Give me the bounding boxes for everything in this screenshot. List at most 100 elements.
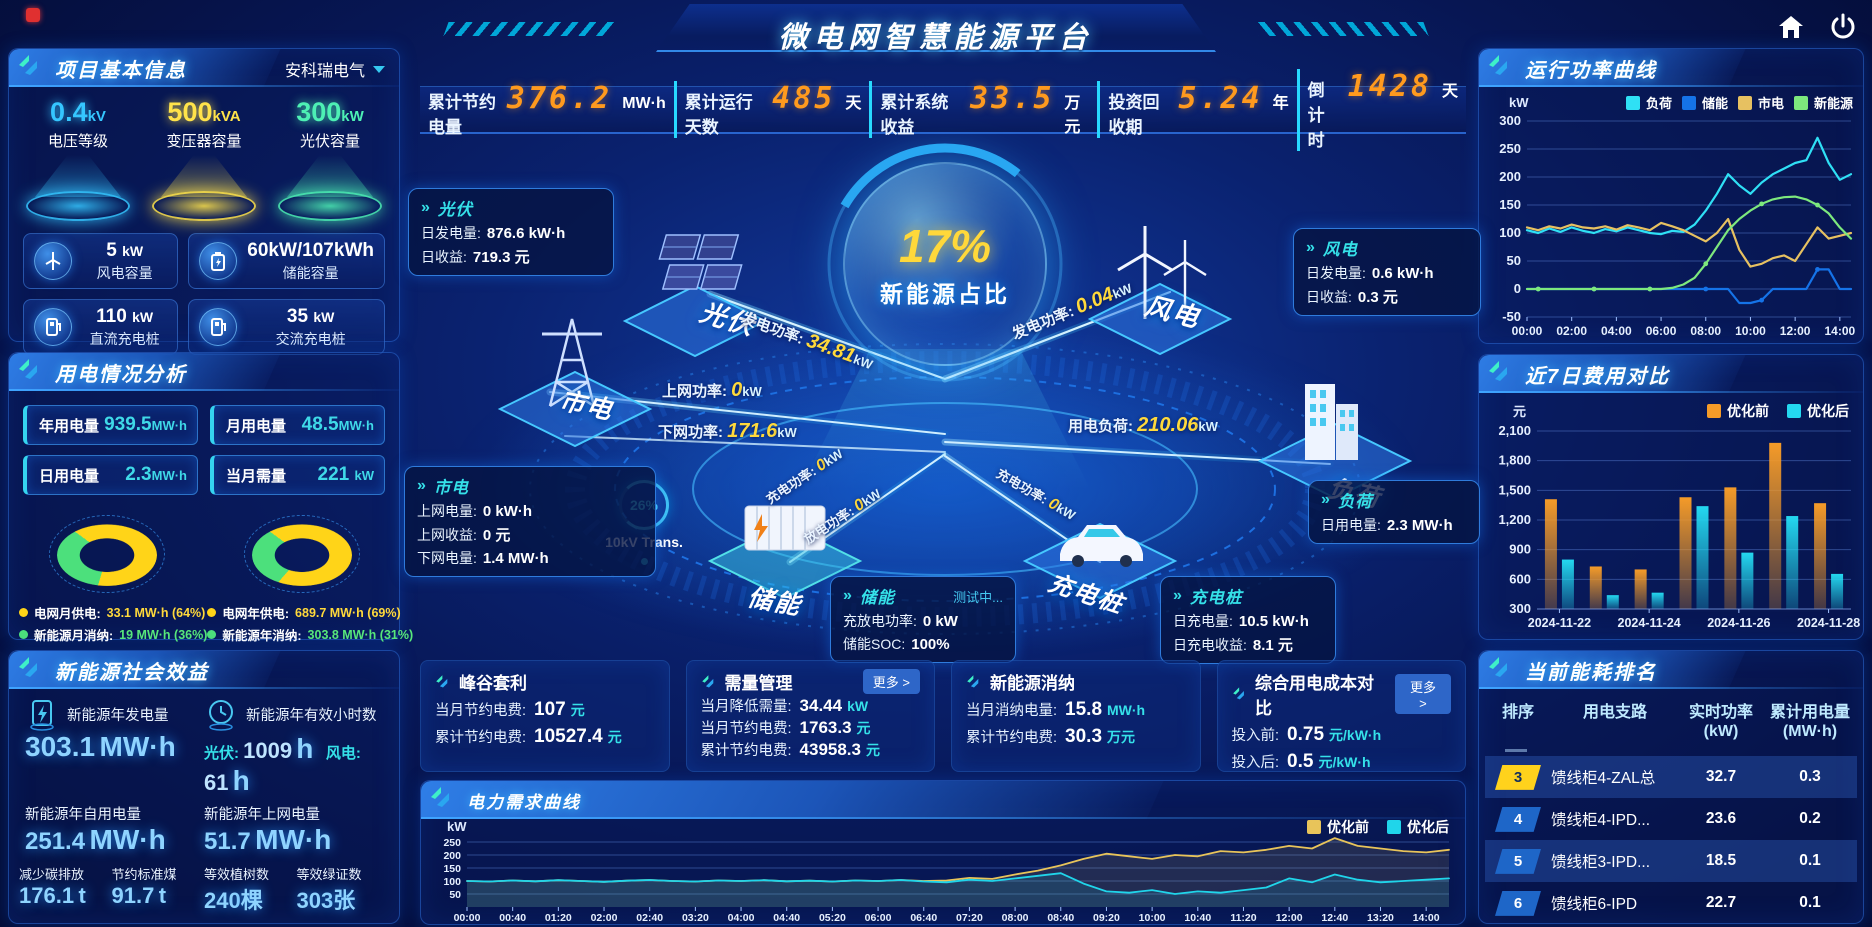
legend-swatch [1737, 95, 1752, 110]
card-demand-management: 需量管理 更多 > 当月降低需量: 34.44 kW 当月节约电费: 1763.3 元 累… [685, 660, 935, 772]
recording-indicator [26, 8, 40, 22]
chevron-icon: » [421, 199, 430, 216]
table-row: 6 馈线柜6-IPD 22.7 0.1 [1485, 882, 1857, 924]
home-icon[interactable] [1776, 12, 1806, 42]
panel-usage-analysis: 用电情况分析 年用电量 939.5MW·h 月用电量 48.5MW·h 日用电量 2.… [8, 352, 413, 643]
clock-icon [209, 700, 233, 731]
svg-text:13:20: 13:20 [1367, 912, 1394, 923]
glow-disc [26, 191, 130, 221]
svg-text:06:40: 06:40 [910, 912, 937, 923]
infobox-load: » 负荷 日用电量: 2.3 MW·h [1308, 480, 1480, 544]
panel-project-header: 项目基本信息 安科瑞电气 [9, 49, 399, 87]
spotlight-transformer: 500kVA 变压器容量 [145, 97, 263, 221]
svg-text:2024-11-22: 2024-11-22 [1528, 616, 1591, 630]
company-dropdown[interactable]: 安科瑞电气 [285, 57, 385, 81]
table-row: 4 馈线柜4-IPD... 23.6 0.2 [1485, 798, 1857, 840]
benefit-self-consumption: 新能源年自用电量 251.4 MW·h [25, 807, 166, 855]
ranking-table-header: 排序 用电支路 实时功率 (kW) 累计用电量 (MW·h) [1501, 704, 1850, 741]
svg-text:10:40: 10:40 [1184, 912, 1211, 923]
chevron-icon: » [1173, 587, 1182, 604]
legend-swatch [1625, 95, 1640, 110]
generator-icon [30, 700, 54, 731]
spotlight-pv-capacity: 300kW 光伏容量 [271, 97, 389, 221]
donut-month [47, 509, 167, 595]
solar-panels-icon [658, 234, 743, 290]
svg-text:1,500: 1,500 [1498, 482, 1531, 497]
benefit-trees-planted: 等效植树数 240棵 [204, 867, 270, 913]
rank-badge: 4 [1495, 806, 1541, 832]
svg-text:08:00: 08:00 [1690, 324, 1721, 338]
svg-text:07:20: 07:20 [956, 912, 983, 923]
kpi-countdown: 倒计时 1428 天 [1296, 68, 1466, 151]
storage-status: 测试中... [953, 589, 1003, 605]
panel-usage-header: 用电情况分析 [9, 353, 399, 391]
svg-text:02:00: 02:00 [1556, 324, 1587, 338]
svg-text:09:20: 09:20 [1093, 912, 1120, 923]
panel-project-info: 项目基本信息 安科瑞电气 0.4kV 电压等级 500kVA 变压器容量 [8, 48, 400, 355]
renewable-share-label: 新能源占比 [880, 281, 1010, 307]
table-row: 5 馈线柜3-IPD... 18.5 0.1 [1485, 840, 1857, 883]
panel-demand-curve: 电力需求曲线 kW 优化前 优化后 50 100 150 200 250 00:00 00:… [420, 780, 1466, 925]
svg-text:14:00: 14:00 [1824, 324, 1855, 338]
dc-charger-icon [34, 308, 72, 346]
svg-text:0: 0 [1514, 281, 1521, 296]
infobox-grid: » 市电 上网电量: 0 kW·h 上网收益: 0 元 下网电量: 1.4 MW·h [404, 466, 656, 577]
panel-corner-icon [1489, 361, 1507, 381]
corner-icon [967, 674, 979, 688]
legend-dot-renewable [207, 630, 217, 639]
svg-text:06:00: 06:00 [865, 912, 892, 923]
card-storage-capacity: 60kW/107kWh 储能容量 [188, 233, 385, 289]
card-dc-charger: 110 kW 直流充电桩 [23, 299, 179, 355]
more-button[interactable]: 更多 > [1394, 674, 1451, 714]
card-renewable-consumption: 新能源消纳 当月消纳电量: 15.8 MW·h 累计节约电费: 30.3 万元 [951, 660, 1201, 772]
svg-text:2024-11-24: 2024-11-24 [1618, 616, 1681, 630]
ac-charger-icon [199, 308, 238, 346]
svg-text:900: 900 [1509, 542, 1531, 557]
svg-text:300: 300 [1499, 113, 1521, 128]
panel-ranking-header: 当前能耗排名 [1479, 651, 1863, 689]
cost-chart-legend: 优化前 优化后 [1707, 401, 1849, 421]
svg-text:2024-11-28: 2024-11-28 [1797, 616, 1860, 630]
page-title: 微电网智慧能源平台 [778, 22, 1094, 54]
flow-grid-import-power: 下网功率: 171.6kW [658, 420, 797, 442]
svg-text:200: 200 [1499, 169, 1521, 184]
infobox-wind: » 风电 日发电量: 0.6 kW·h 日收益: 0.3 元 [1293, 228, 1481, 316]
donut-year [242, 509, 362, 595]
svg-text:2024-11-26: 2024-11-26 [1707, 616, 1770, 630]
more-button[interactable]: 更多 > [862, 669, 920, 694]
svg-text:03:20: 03:20 [682, 912, 709, 923]
ev-car-icon [1060, 525, 1143, 567]
infobox-pv: » 光伏 日发电量: 876.6 kW·h 日收益: 719.3 元 [408, 188, 614, 276]
battery-icon [199, 242, 238, 280]
svg-text:150: 150 [1499, 197, 1521, 212]
card-cost-comparison: 综合用电成本对比 更多 > 投入前: 0.75 元/kW·h 投入后: 0.5 元/kW·… [1216, 660, 1466, 772]
panel-energy-ranking: 当前能耗排名 排序 用电支路 实时功率 (kW) 累计用电量 (MW·h) 3 馈线… [1478, 650, 1864, 924]
transmission-tower-icon [542, 318, 602, 408]
benefit-effective-hours: 新能源年有效小时数 光伏: 1009 h 风电: 61 h [204, 697, 383, 797]
svg-text:00:40: 00:40 [499, 912, 526, 923]
donut-legends: 电网月供电: 33.1 MW·h (64%) 电网年供电: 689.7 MW·h (… [9, 595, 413, 644]
benefit-coal-saved: 节约标准煤 91.7 t [111, 867, 177, 908]
ranking-table-body: 3 馈线柜4-ZAL总 32.7 0.3 4 馈线柜4-IPD... 23.6 … [1479, 756, 1863, 924]
renewable-share-percent: 17% [898, 220, 992, 272]
scroll-indicator [1505, 749, 1527, 753]
svg-text:1,800: 1,800 [1498, 453, 1531, 468]
svg-text:02:40: 02:40 [636, 912, 663, 923]
glow-disc [152, 191, 256, 221]
panel-corner-icon [431, 787, 449, 807]
renewable-share-sphere: 17% 新能源占比 [843, 162, 1047, 366]
benefit-grid-export: 新能源年上网电量 51.7 MW·h [204, 807, 332, 855]
panel-corner-icon [19, 55, 37, 75]
svg-text:08:40: 08:40 [1047, 912, 1074, 923]
panel-social-benefits: 新能源社会效益 新能源年发电量 303.1 MW·h 新能源年有效小时数 光伏:… [8, 650, 400, 924]
power-icon[interactable] [1828, 12, 1858, 42]
svg-text:150: 150 [443, 863, 461, 875]
svg-text:02:00: 02:00 [591, 912, 618, 923]
svg-text:08:00: 08:00 [1002, 912, 1029, 923]
title-decoration-left [443, 22, 619, 36]
infobox-storage: » 储能 测试中... 充放电功率: 0 kW 储能SOC: 100% [830, 576, 1016, 663]
title-decoration-right [1253, 22, 1429, 36]
benefit-cards-row: 峰谷套利 当月节约电费: 107 元 累计节约电费: 10527.4 元 需量管理 更多 … [420, 660, 1466, 772]
kpi-saved-energy: 累计节约电量 376.2 MW·h [428, 81, 666, 137]
